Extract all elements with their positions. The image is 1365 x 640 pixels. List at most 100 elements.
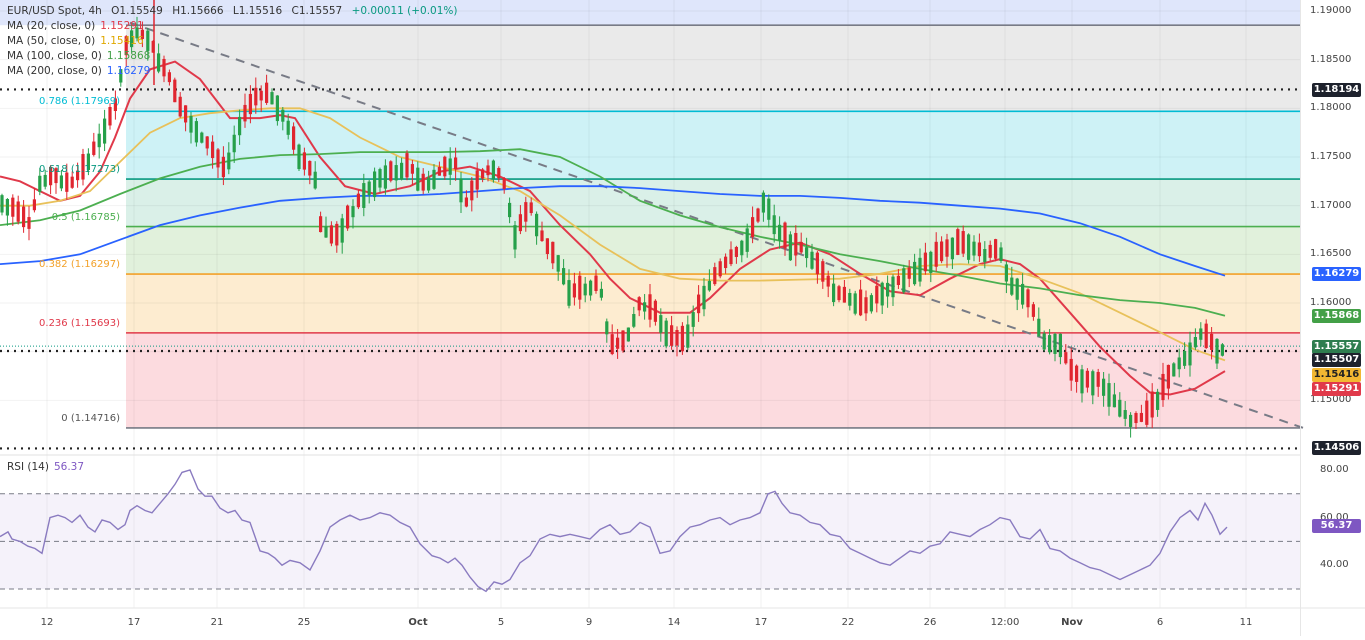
ma-line-ma50 — [0, 107, 1226, 362]
candle-body — [859, 289, 863, 316]
fib-zone — [126, 25, 1300, 112]
candle-body — [524, 202, 528, 222]
time-label: 5 — [497, 617, 505, 628]
rsi-tick: 60.00 — [1320, 511, 1349, 523]
candle-body — [319, 216, 323, 233]
candle-body — [486, 165, 490, 176]
candle-body — [637, 297, 641, 311]
time-label: 17 — [127, 617, 141, 628]
candle-body — [551, 241, 555, 264]
candle-body — [583, 283, 587, 296]
candle-body — [373, 171, 377, 198]
candle-body — [238, 116, 242, 136]
candle-body — [92, 141, 96, 155]
candle-body — [389, 161, 393, 181]
candle-body — [1183, 350, 1187, 366]
candle-body — [718, 261, 722, 277]
ma20-legend[interactable]: MA (20, close, 0) 1.15291 — [7, 19, 458, 34]
candle-body — [934, 241, 938, 267]
top-band — [0, 0, 1300, 26]
candle-body — [130, 30, 134, 48]
candle-body — [632, 313, 636, 327]
candle-body — [983, 249, 987, 262]
candle-body — [1096, 371, 1100, 387]
candle-body — [1037, 318, 1041, 337]
close-value: C1.15557 — [291, 5, 343, 17]
candle-body — [178, 96, 182, 117]
price-tick: 1.19000 — [1310, 5, 1352, 16]
candle-body — [508, 202, 512, 218]
candle-body — [81, 154, 85, 180]
candle-body — [11, 197, 15, 217]
time-label: 21 — [210, 617, 224, 628]
time-label: 12 — [40, 617, 54, 628]
time-label: 6 — [1156, 617, 1164, 628]
candle-body — [1107, 383, 1111, 407]
ma200-legend[interactable]: MA (200, close, 0) 1.16279 — [7, 64, 458, 79]
fib-label-0.236: 0.236 (1.15693) — [39, 317, 120, 329]
candle-body — [1015, 278, 1019, 300]
candle-body — [65, 172, 69, 192]
candle-body — [1064, 352, 1068, 364]
candle-body — [248, 93, 252, 115]
candle-body — [648, 294, 652, 320]
candle-body — [1042, 333, 1046, 350]
candle-body — [1177, 357, 1181, 370]
candle-body — [1026, 289, 1030, 308]
candle-body — [826, 275, 830, 287]
candle-body — [734, 246, 738, 257]
symbol-label: EUR/USD Spot, 4h — [7, 5, 102, 17]
fib-label-0.618: 0.618 (1.17273) — [39, 164, 120, 176]
candle-body — [221, 156, 225, 178]
candle-body — [972, 241, 976, 256]
candle-body — [589, 280, 593, 296]
price-axis[interactable] — [1300, 0, 1365, 636]
time-label: 17 — [754, 617, 768, 628]
candle-body — [378, 169, 382, 188]
candle-body — [810, 251, 814, 269]
candle-body — [362, 183, 366, 208]
price-tag-1.15557: 1.15557 — [1312, 340, 1361, 354]
candle-body — [184, 105, 188, 123]
candle-body — [1010, 277, 1014, 295]
fib-label-0.382: 0.382 (1.16297) — [39, 259, 120, 271]
candle-body — [448, 158, 452, 175]
candle-body — [421, 173, 425, 191]
candle-body — [999, 247, 1003, 261]
ma50-legend[interactable]: MA (50, close, 0) 1.15416 — [7, 34, 458, 49]
candle-body — [929, 251, 933, 273]
candle-body — [324, 226, 328, 238]
candle-body — [497, 168, 501, 179]
time-label: 11 — [1239, 617, 1253, 628]
candle-body — [578, 275, 582, 300]
candle-body — [853, 293, 857, 314]
candle-body — [475, 170, 479, 190]
candle-body — [950, 237, 954, 260]
ma100-legend[interactable]: MA (100, close, 0) 1.15868 — [7, 49, 458, 64]
candle-body — [896, 275, 900, 286]
candle-body — [610, 334, 614, 355]
candle-body — [459, 178, 463, 203]
candle-body — [788, 234, 792, 261]
candle-body — [173, 79, 177, 103]
candle-body — [567, 280, 571, 306]
candle-body — [702, 285, 706, 310]
candle-body — [1204, 323, 1208, 348]
symbol-ohlc-row: EUR/USD Spot, 4h O1.15549 H1.15666 L1.15… — [7, 4, 458, 19]
candle-body — [767, 198, 771, 220]
price-tag-1.15291: 1.15291 — [1312, 382, 1361, 396]
candle-body — [713, 267, 717, 285]
rsi-legend[interactable]: RSI (14) 56.37 — [7, 461, 84, 473]
candle-body — [902, 268, 906, 293]
price-tick: 1.16500 — [1310, 248, 1352, 260]
candle-body — [1199, 328, 1203, 340]
candle-body — [907, 267, 911, 279]
price-tick: 1.17500 — [1310, 151, 1352, 162]
candle-body — [1156, 391, 1160, 410]
price-tag-1.16279: 1.16279 — [1312, 267, 1361, 281]
candle-body — [211, 141, 215, 159]
time-label: 14 — [667, 617, 681, 628]
candle-body — [281, 109, 285, 122]
